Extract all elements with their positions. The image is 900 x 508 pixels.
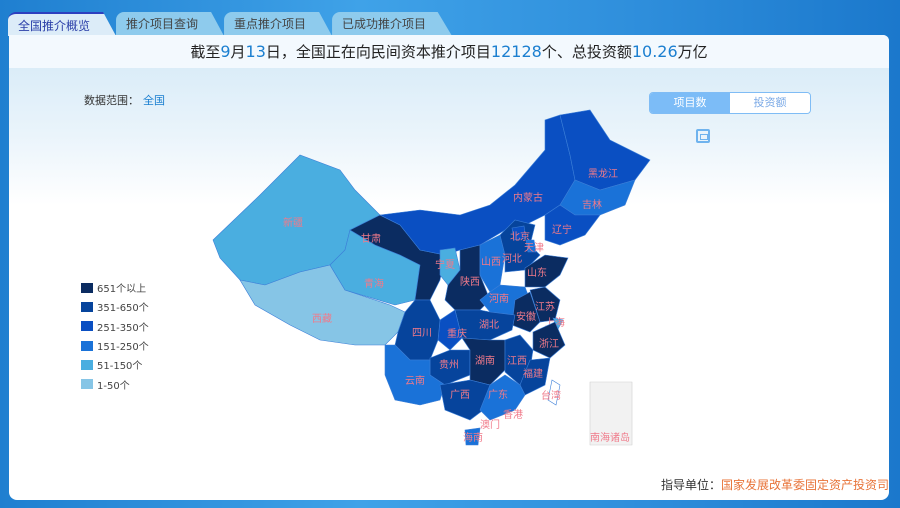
province-29[interactable]	[479, 374, 526, 421]
province-label: 香港	[503, 409, 523, 421]
province-label: 湖南	[475, 354, 495, 367]
tab-1[interactable]: 推介项目查询	[116, 12, 225, 36]
province-label: 广西	[450, 389, 470, 401]
province-11[interactable]	[499, 219, 541, 273]
tab-3[interactable]: 已成功推介项目	[332, 12, 453, 36]
province-label: 澳门	[480, 418, 500, 431]
legend-label: 251-350个	[97, 322, 149, 334]
province-13[interactable]	[525, 239, 537, 253]
headline-text: 万亿	[677, 43, 708, 61]
legend-item[interactable]: 251-350个	[81, 317, 149, 336]
province-label: 湖北	[479, 319, 499, 331]
province-label: 贵州	[439, 358, 459, 371]
province-label: 重庆	[447, 327, 467, 340]
tab-bar: 全国推介概览 推介项目查询 重点推介项目 已成功推介项目	[8, 12, 453, 36]
province-label: 广东	[488, 388, 508, 401]
headline-summary: 截至9月13日，全国正在向民间资本推介项目12128个、总投资额10.26万亿	[9, 35, 889, 68]
province-label: 河南	[489, 292, 509, 305]
province-label: 台湾	[541, 389, 561, 402]
month-value: 9	[220, 42, 231, 61]
province-34[interactable]	[589, 381, 633, 446]
province-label: 辽宁	[552, 223, 572, 236]
province-label: 宁夏	[435, 258, 455, 271]
province-label: 黑龙江	[588, 167, 618, 180]
province-31[interactable]	[464, 427, 481, 446]
legend-item[interactable]: 151-250个	[81, 336, 149, 355]
legend-swatch	[81, 321, 93, 332]
province-label: 内蒙古	[513, 191, 543, 204]
legend-label: 351-650个	[97, 303, 149, 315]
footer-guidance: 指导单位：国家发展改革委固定资产投资司	[661, 476, 889, 493]
tab-0[interactable]: 全国推介概览	[8, 12, 117, 36]
province-30[interactable]	[547, 379, 561, 406]
province-label: 河北	[502, 253, 522, 265]
toggle-investment-amount[interactable]: 投资额	[730, 93, 810, 113]
legend-item[interactable]: 351-650个	[81, 297, 149, 316]
scope-value[interactable]: 全国	[143, 94, 165, 107]
project-count: 12128	[490, 42, 542, 61]
province-label: 福建	[523, 367, 543, 380]
province-label: 南海诸岛	[590, 431, 630, 444]
province-label: 山东	[527, 266, 547, 279]
tab-2[interactable]: 重点推介项目	[224, 12, 333, 36]
metric-toggle: 项目数 投资额	[649, 92, 811, 114]
investment-amount: 10.26	[631, 42, 678, 61]
legend-swatch	[81, 359, 93, 370]
province-25[interactable]	[461, 337, 506, 386]
province-label: 云南	[405, 374, 425, 387]
province-label: 甘肃	[361, 232, 381, 245]
province-label: 江西	[507, 355, 527, 367]
province-label: 四川	[412, 328, 432, 339]
legend-label: 651个以上	[97, 284, 147, 296]
province-label: 青海	[364, 277, 384, 290]
data-scope: 数据范围： 全国	[84, 92, 165, 108]
province-label: 北京	[510, 230, 530, 243]
province-label: 吉林	[582, 198, 602, 211]
province-27[interactable]	[519, 357, 551, 396]
legend-item[interactable]: 651个以上	[81, 278, 149, 297]
scope-label: 数据范围：	[84, 94, 139, 107]
legend-label: 51-150个	[97, 361, 143, 373]
province-label: 天津	[524, 242, 544, 254]
province-7[interactable]	[544, 204, 601, 246]
province-label: 新疆	[283, 216, 303, 229]
legend-swatch	[81, 340, 93, 351]
toggle-project-count[interactable]: 项目数	[650, 93, 730, 113]
legend-label: 1-50个	[97, 380, 130, 392]
province-label: 海南	[463, 431, 483, 444]
legend-item[interactable]: 51-150个	[81, 355, 149, 374]
day-value: 13	[245, 42, 266, 61]
headline-text: 个、总投资额	[541, 43, 632, 61]
province-19[interactable]	[532, 321, 566, 359]
legend-label: 151-250个	[97, 342, 149, 354]
province-12[interactable]	[511, 225, 527, 241]
legend-swatch	[81, 379, 93, 390]
province-label: 江苏	[535, 300, 555, 313]
legend-swatch	[81, 282, 93, 293]
headline-text: 日，全国正在向民间资本推介项目	[265, 43, 491, 61]
legend-swatch	[81, 301, 93, 312]
map-legend: 651个以上 351-650个 251-350个 151-250个 51-150个 1-5…	[81, 278, 149, 394]
footer-label: 指导单位：	[660, 478, 721, 492]
legend-item[interactable]: 1-50个	[81, 374, 149, 393]
province-label: 浙江	[539, 338, 559, 350]
province-label: 西藏	[312, 313, 332, 325]
province-label: 安徽	[516, 310, 536, 323]
headline-text: 月	[230, 43, 246, 61]
footer-org: 国家发展改革委固定资产投资司	[720, 478, 889, 492]
headline-text: 截至	[190, 43, 221, 61]
province-label: 陕西	[460, 275, 480, 288]
province-label: 山西	[481, 256, 501, 268]
save-icon[interactable]	[696, 129, 710, 143]
